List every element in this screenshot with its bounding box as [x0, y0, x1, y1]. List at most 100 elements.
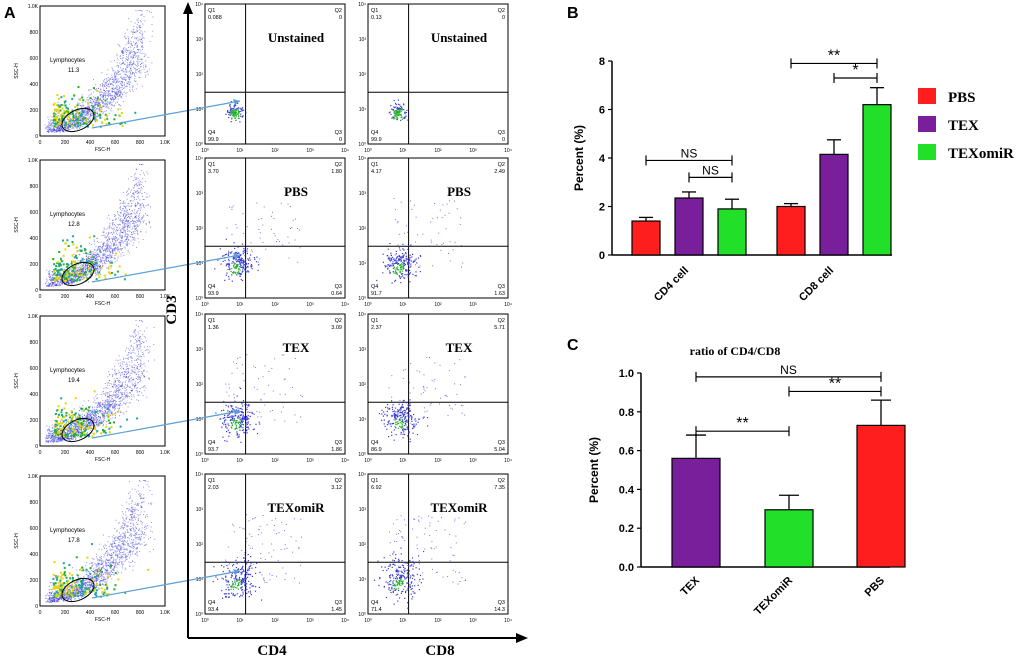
x-axis-label: FSC-H — [95, 457, 111, 463]
x-tick-label: 400 — [86, 610, 95, 616]
gating-arrowhead — [233, 99, 240, 105]
q1-value: 2.03 — [208, 485, 219, 491]
y-tick-label: 6 — [599, 105, 605, 117]
q3-value: 5.04 — [494, 447, 505, 453]
gate-percent: 11.3 — [68, 68, 80, 74]
significance-label: NS — [780, 363, 797, 377]
lymphocyte-gate — [61, 417, 95, 443]
x-tick-label: 1.0K — [160, 140, 171, 146]
gating-arrow — [91, 100, 241, 129]
y-tick-label: 2 — [599, 202, 605, 214]
x-tick-label: 10³ — [306, 302, 314, 308]
q1-value: 3.70 — [208, 169, 219, 175]
x-tick-label: 800 — [136, 610, 145, 616]
scatter-dots — [45, 164, 152, 287]
x-tick-label: 10¹ — [236, 302, 244, 308]
cd4-axis-label: CD4 — [257, 643, 287, 658]
q3-value: 0 — [502, 137, 505, 143]
x-tick-label: 800 — [136, 140, 145, 146]
gate-label: Lymphocytes — [50, 368, 85, 374]
q3-label: Q3 — [335, 600, 342, 606]
bar-pbs — [776, 205, 806, 256]
q4-label: Q4 — [371, 600, 378, 606]
q3-value: 0 — [339, 137, 342, 143]
q4-label: Q4 — [371, 130, 378, 136]
x-tick-label: 10⁴ — [341, 302, 349, 308]
plot-frame — [39, 315, 166, 447]
x-tick-label: CD4 cell — [652, 265, 691, 304]
y-tick-label: 10¹ — [196, 577, 204, 583]
y-tick-label: 10⁰ — [195, 452, 203, 458]
sample-name: TEXomiR — [267, 500, 325, 515]
y-tick-label: 10³ — [196, 37, 204, 43]
x-tick-label: 10⁴ — [504, 618, 512, 624]
plot-frame — [204, 157, 346, 299]
q1-label: Q1 — [371, 478, 378, 484]
q3-label: Q3 — [498, 600, 505, 606]
y-tick-label: 800 — [30, 30, 39, 36]
y-tick-label: 10⁰ — [358, 612, 366, 618]
y-tick-label: 10³ — [359, 507, 367, 513]
x-tick-label: 600 — [111, 610, 120, 616]
y-tick-label: 10⁴ — [195, 2, 203, 8]
sample-name: Unstained — [268, 30, 325, 45]
cd4-cd8-axis-arrowhead — [516, 633, 528, 643]
event-cluster — [378, 356, 466, 443]
x-tick-label: 600 — [111, 450, 120, 456]
y-tick-label: 10² — [359, 542, 367, 548]
y-tick-label: 10⁰ — [195, 142, 203, 148]
y-tick-label: 0.6 — [619, 446, 634, 458]
q4-label: Q4 — [208, 130, 215, 136]
q3-value: 1.45 — [331, 607, 342, 613]
fsc-ssc-plot: Lymphocytes 17.8 0 200 400 600 800 1.0K 0 200 400 6… — [14, 474, 171, 623]
bar-pbs — [631, 220, 661, 256]
y-tick-label: 0 — [599, 250, 605, 262]
x-tick-label: 10⁰ — [364, 148, 372, 154]
x-tick-label: 400 — [86, 140, 95, 146]
y-tick-label: 800 — [30, 184, 39, 190]
q1-label: Q1 — [208, 162, 215, 168]
gate-percent: 12.8 — [68, 222, 80, 228]
x-tick-label: 10⁰ — [201, 618, 209, 624]
q2-value: 3.12 — [331, 485, 342, 491]
gating-arrowhead — [233, 253, 240, 259]
x-tick-label: 10³ — [306, 458, 314, 464]
legend-swatch-pbs — [918, 88, 936, 104]
x-tick-label: 800 — [136, 450, 145, 456]
event-cluster — [212, 514, 302, 601]
q2-label: Q2 — [335, 8, 342, 14]
y-tick-label: 200 — [30, 262, 39, 268]
x-tick-label: 10³ — [469, 148, 477, 154]
x-tick-label: 10³ — [306, 618, 314, 624]
q3-label: Q3 — [335, 440, 342, 446]
x-tick-label: 10² — [434, 458, 442, 464]
y-tick-label: 10⁴ — [358, 2, 366, 8]
x-tick-label: TEXomiR — [752, 575, 795, 618]
bar-chart-cd4-cd8-ratio: ratio of CD4/CD8 0.0 0.2 0.4 0.6 0.8 1.0 Percen… — [587, 344, 906, 618]
x-tick-label: 10² — [434, 618, 442, 624]
q4-value: 99.9 — [208, 137, 219, 143]
q4-value: 86.9 — [371, 447, 382, 453]
y-tick-label: 800 — [30, 340, 39, 346]
cd8-axis-label: CD8 — [425, 643, 454, 658]
y-tick-label: 0 — [35, 444, 38, 450]
x-tick-label: 10⁰ — [201, 302, 209, 308]
q2-label: Q2 — [335, 318, 342, 324]
x-tick-label: 10⁴ — [341, 148, 349, 154]
sample-name: TEX — [283, 340, 310, 355]
x-tick-label: 1.0K — [160, 450, 171, 456]
y-tick-label: 10³ — [359, 191, 367, 197]
q1-value: 2.37 — [371, 325, 382, 331]
q1-label: Q1 — [371, 8, 378, 14]
q4-value: 91.7 — [371, 291, 382, 297]
x-tick-label: 10² — [434, 302, 442, 308]
x-tick-label: 1.0K — [160, 294, 171, 300]
x-tick-label: 10¹ — [399, 148, 407, 154]
x-tick-label: CD8 cell — [797, 265, 836, 304]
x-tick-label: 10⁴ — [341, 458, 349, 464]
x-tick-label: 200 — [61, 610, 70, 616]
q4-value: 71.4 — [371, 607, 382, 613]
gate-label: Lymphocytes — [50, 528, 85, 534]
